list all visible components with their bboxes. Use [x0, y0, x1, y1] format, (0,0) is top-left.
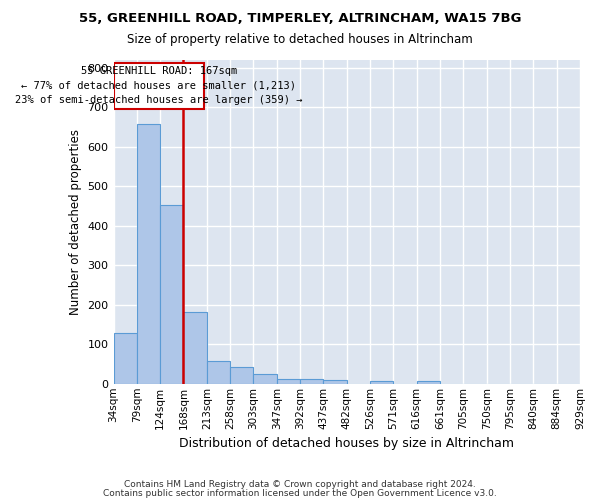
Text: 55, GREENHILL ROAD, TIMPERLEY, ALTRINCHAM, WA15 7BG: 55, GREENHILL ROAD, TIMPERLEY, ALTRINCHA…: [79, 12, 521, 26]
Bar: [417, 380, 440, 384]
X-axis label: Distribution of detached houses by size in Altrincham: Distribution of detached houses by size …: [179, 437, 514, 450]
Bar: [137, 124, 160, 384]
Text: Contains public sector information licensed under the Open Government Licence v3: Contains public sector information licen…: [103, 488, 497, 498]
Text: Size of property relative to detached houses in Altrincham: Size of property relative to detached ho…: [127, 32, 473, 46]
Bar: [113, 333, 137, 384]
Bar: [207, 361, 230, 384]
Text: Contains HM Land Registry data © Crown copyright and database right 2024.: Contains HM Land Registry data © Crown c…: [124, 480, 476, 489]
Bar: [370, 381, 394, 384]
Bar: [230, 367, 253, 384]
Bar: [160, 206, 184, 384]
Text: 55 GREENHILL ROAD: 167sqm
← 77% of detached houses are smaller (1,213)
23% of se: 55 GREENHILL ROAD: 167sqm ← 77% of detac…: [15, 66, 302, 106]
Bar: [253, 374, 277, 384]
Bar: [277, 379, 300, 384]
Bar: [184, 312, 207, 384]
FancyBboxPatch shape: [114, 63, 204, 108]
Bar: [323, 380, 347, 384]
Bar: [300, 379, 323, 384]
Y-axis label: Number of detached properties: Number of detached properties: [69, 129, 82, 315]
